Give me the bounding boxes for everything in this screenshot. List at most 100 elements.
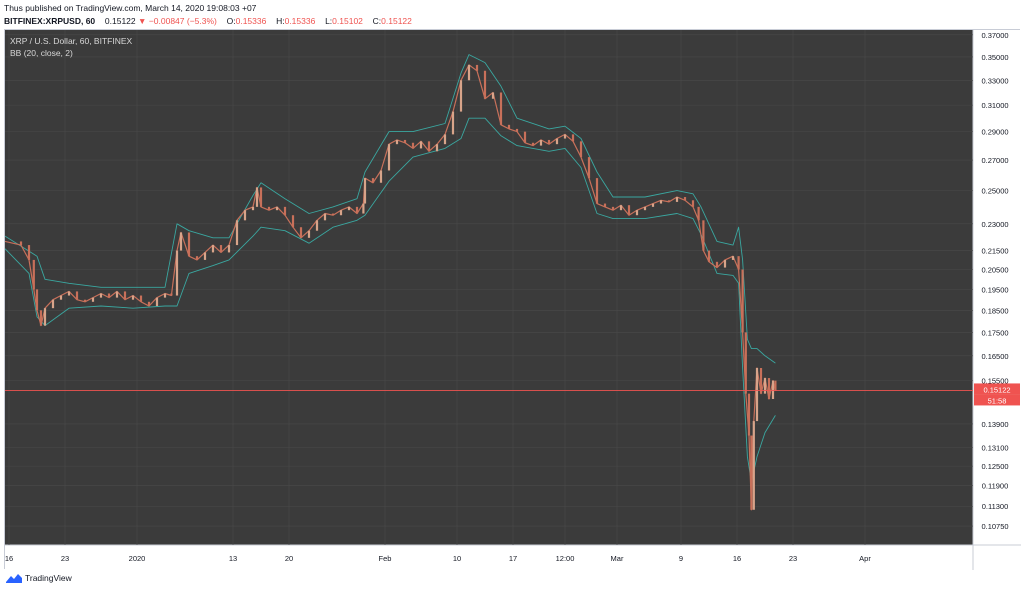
- bb-band-line: [5, 117, 776, 483]
- candle: [147, 301, 151, 307]
- candle: [203, 252, 207, 260]
- price-tick-label: 0.18500: [981, 306, 1008, 315]
- price-tick-label: 0.19500: [981, 285, 1008, 294]
- candle: [715, 261, 719, 268]
- brand-name: TradingView: [25, 573, 72, 583]
- price-tick-label: 0.33000: [981, 76, 1008, 85]
- candle: [451, 111, 455, 135]
- candle: [59, 295, 63, 300]
- candle: [427, 141, 431, 152]
- price-tick-label: 0.37000: [981, 31, 1008, 40]
- candle: [707, 250, 711, 262]
- candle: [741, 269, 744, 333]
- candle: [619, 205, 623, 211]
- candle: [32, 259, 35, 290]
- candle: [723, 259, 727, 268]
- time-tick-label: 12:00: [556, 554, 575, 563]
- candle: [395, 139, 399, 145]
- time-tick-label: 16: [5, 554, 13, 563]
- time-tick-label: 17: [509, 554, 517, 563]
- candle: [291, 215, 295, 228]
- candle: [362, 203, 365, 214]
- candle: [774, 380, 777, 392]
- candle: [163, 293, 167, 298]
- open-label: O:: [226, 16, 236, 26]
- time-tick-label: 13: [229, 554, 237, 563]
- bar-countdown-tag: [974, 394, 1020, 406]
- candle: [643, 206, 647, 211]
- plot-area[interactable]: [5, 30, 973, 545]
- candle: [243, 210, 247, 221]
- footer-brand[interactable]: TradingView: [6, 572, 72, 584]
- candle: [659, 200, 663, 204]
- candle: [759, 368, 763, 394]
- tradingview-logo-icon: [6, 574, 22, 583]
- price-axis[interactable]: [973, 30, 1021, 545]
- candle: [507, 124, 511, 129]
- candle: [67, 291, 71, 296]
- low-label: L:: [325, 16, 333, 26]
- candle: [435, 144, 439, 152]
- price-tick-label: 0.29000: [981, 128, 1008, 137]
- candle: [491, 92, 495, 99]
- candle: [475, 64, 479, 71]
- candle: [579, 141, 583, 158]
- candle: [691, 200, 695, 207]
- price-tick-label: 0.10750: [981, 522, 1008, 531]
- price-tick-label: 0.17500: [981, 328, 1008, 337]
- chart-svg[interactable]: 0.37000 0.35000 0.33000 0.31000 0.29000 0.270…: [5, 30, 1021, 570]
- high-value: 0.15336: [284, 16, 316, 26]
- close-label: C:: [372, 16, 382, 26]
- time-axis[interactable]: [5, 545, 1021, 570]
- candle: [299, 227, 303, 238]
- candle: [51, 299, 55, 309]
- candle: [355, 206, 359, 214]
- candle: [731, 256, 735, 260]
- candle: [539, 139, 543, 146]
- close-value: 0.15122: [381, 16, 412, 26]
- candle: [752, 421, 755, 510]
- price-tick-label: 0.13900: [981, 420, 1008, 429]
- candle: [170, 293, 173, 296]
- candle: [35, 289, 39, 311]
- candle: [587, 157, 591, 179]
- candle: [175, 250, 179, 296]
- price-tick-label: 0.13100: [981, 443, 1008, 452]
- candle: [771, 380, 775, 399]
- price-tick-label: 0.25000: [981, 187, 1008, 196]
- candle: [255, 187, 259, 207]
- chart-frame[interactable]: 0.37000 0.35000 0.33000 0.31000 0.29000 0.270…: [4, 29, 1021, 570]
- price-tick-label: 0.16500: [981, 352, 1008, 361]
- candle: [75, 291, 79, 300]
- candle: [187, 232, 191, 257]
- candle: [603, 203, 607, 207]
- candle: [443, 134, 447, 145]
- price-tick-label: 0.35000: [981, 53, 1008, 62]
- price-tick-label: 0.11300: [982, 502, 1009, 511]
- candle: [459, 80, 463, 112]
- time-tick-label: 23: [61, 554, 69, 563]
- bar-countdown-text: 51:58: [988, 396, 1007, 405]
- price-tick-label: 0.15500: [981, 377, 1008, 386]
- candle: [235, 220, 239, 246]
- candle: [211, 245, 215, 253]
- last-price-line: 0.15122 51:58: [5, 383, 1020, 406]
- candle: [763, 378, 767, 394]
- candle: [595, 178, 599, 204]
- candle: [515, 128, 519, 132]
- candle: [323, 213, 327, 221]
- candle: [697, 206, 700, 221]
- candle: [19, 241, 23, 246]
- grid-layer: [5, 30, 973, 545]
- time-tick-label: 9: [679, 554, 683, 563]
- candle: [483, 70, 487, 99]
- price-tick-label: 0.12500: [981, 462, 1008, 471]
- candle: [347, 206, 351, 211]
- low-value: 0.15102: [332, 16, 363, 26]
- candle: [702, 220, 705, 251]
- candle: [259, 187, 263, 207]
- candle: [27, 245, 31, 260]
- bb-band-line: [5, 54, 776, 364]
- candle: [275, 206, 279, 211]
- candle: [91, 297, 95, 302]
